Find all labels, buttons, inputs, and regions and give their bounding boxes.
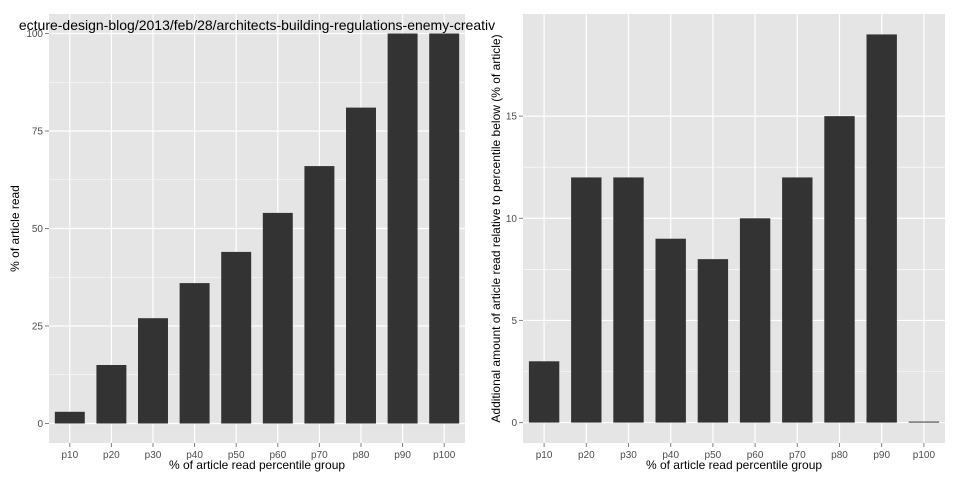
bar-p10	[54, 411, 85, 424]
x-tick-label: p10	[536, 450, 553, 461]
bar-p90	[866, 34, 897, 423]
bar-p80	[346, 107, 376, 424]
bar-p70	[782, 177, 813, 423]
y-tick-label: 25	[32, 322, 44, 333]
bar-p20	[571, 177, 602, 423]
x-tick-label: p10	[61, 450, 78, 461]
y-tick-label: 10	[506, 214, 518, 225]
bar-p40	[179, 283, 210, 424]
x-tick-label: p50	[228, 450, 245, 461]
bar-p100	[429, 33, 460, 424]
bar-p40	[655, 238, 686, 423]
bar-p90	[387, 33, 418, 424]
x-tick-label: p100	[913, 450, 936, 461]
chart-right: 0 5 10 15 p10 p20 p30 p40 p50 p60 p70 p80 p90 p100 % o…	[489, 14, 945, 472]
x-tick-label: p90	[873, 450, 890, 461]
bar-p60	[739, 218, 771, 423]
x-tick-label: p80	[353, 450, 370, 461]
y-tick-label: 5	[511, 316, 517, 327]
x-tick-label: p20	[578, 450, 595, 461]
x-axis-label: % of article read percentile group	[646, 458, 822, 472]
y-tick-label: 75	[32, 127, 44, 138]
bar-p20	[96, 365, 127, 424]
bar-p80	[824, 116, 855, 423]
bar-p100	[908, 421, 940, 423]
x-tick-label: p40	[186, 450, 203, 461]
x-tick-label: p80	[831, 450, 848, 461]
x-tick-label: p40	[662, 450, 679, 461]
x-tick-label: p60	[747, 450, 764, 461]
x-tick-label: p70	[311, 450, 328, 461]
x-tick-label: p30	[145, 450, 162, 461]
y-tick-label: 0	[511, 418, 517, 429]
x-tick-label: p50	[705, 450, 722, 461]
chart-title: ecture-design-blog/2013/feb/28/architect…	[19, 17, 495, 33]
x-tick-label: p90	[394, 450, 411, 461]
x-axis-label: % of article read percentile group	[169, 458, 345, 472]
x-tick-label: p70	[789, 450, 806, 461]
bar-p10	[528, 361, 560, 423]
y-tick-label: 50	[32, 224, 44, 235]
bar-p30	[138, 318, 168, 424]
chart-left: 0 25 50 75 100 p10 p20 p30 p40 p50 p60 p70 p80 p90 p10…	[8, 14, 495, 472]
bar-p60	[262, 212, 293, 424]
bar-p50	[697, 259, 729, 423]
x-tick-label: p60	[269, 450, 286, 461]
y-axis-label: % of article read	[8, 185, 22, 272]
y-axis-label: Additional amount of article read relati…	[489, 34, 503, 422]
x-tick-label: p20	[103, 450, 120, 461]
bar-p70	[304, 166, 335, 424]
x-tick-label: p30	[620, 450, 637, 461]
x-tick-label: p100	[433, 450, 456, 461]
y-tick-label: 100	[26, 29, 43, 40]
bar-p30	[613, 177, 644, 423]
bar-p50	[221, 251, 252, 424]
y-tick-label: 0	[37, 419, 43, 430]
y-tick-label: 15	[506, 112, 518, 123]
